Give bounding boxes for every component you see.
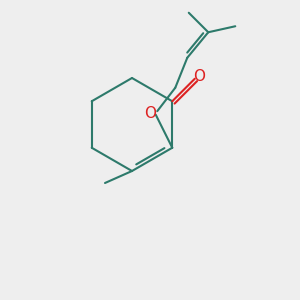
Text: O: O [193,69,205,84]
Text: O: O [144,106,156,121]
